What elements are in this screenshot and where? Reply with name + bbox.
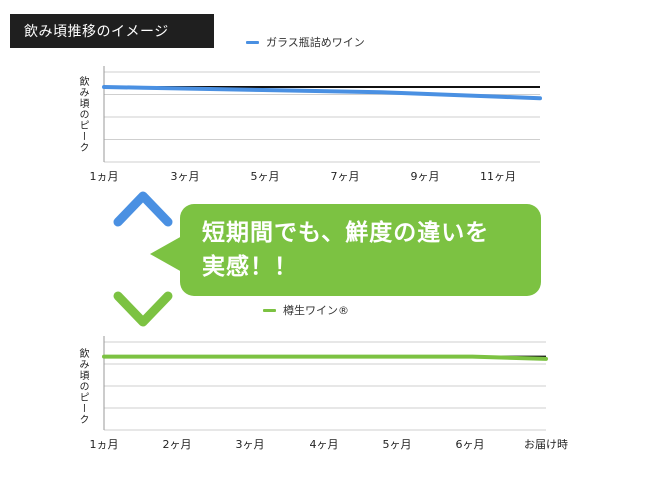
- x-tick-label: 5ヶ月: [383, 438, 412, 451]
- x-tick-label: 5ヶ月: [251, 170, 280, 183]
- x-tick-label: 6ヶ月: [456, 438, 485, 451]
- x-tick-label: お届け時: [524, 438, 568, 451]
- callout-line-1: 短期間でも、鮮度の違いを: [202, 220, 490, 246]
- x-tick-label: 9ヶ月: [411, 170, 440, 183]
- chart-glass: 1ヵ月 3ヶ月 5ヶ月 7ヶ月 9ヶ月 11ヶ月: [90, 66, 542, 183]
- legend-keg: 樽生ワイン®: [263, 302, 349, 318]
- series-line-glass: [102, 85, 542, 101]
- callout-line-2: 実感！！: [202, 254, 298, 280]
- y-axis-label-bottom: 飲み頃のピーク: [77, 348, 88, 425]
- series-line-keg: [102, 354, 548, 361]
- x-tick-label: 1ヵ月: [90, 438, 119, 451]
- x-tick-label: 3ヶ月: [171, 170, 200, 183]
- x-tick-label: 4ヶ月: [310, 438, 339, 451]
- callout-tail: [150, 236, 182, 272]
- x-tick-label: 2ヶ月: [163, 438, 192, 451]
- x-tick-label: 3ヶ月: [236, 438, 265, 451]
- y-axis-label-top: 飲み頃のピーク: [77, 76, 88, 153]
- x-tick-label: 7ヶ月: [331, 170, 360, 183]
- legend-label-glass: ガラス瓶詰めワイン: [266, 36, 365, 49]
- chart-keg: 1ヵ月 2ヶ月 3ヶ月 4ヶ月 5ヶ月 6ヶ月 お届け時: [90, 336, 568, 451]
- double-arrow-icon: [113, 191, 173, 327]
- x-tick-label: 11ヶ月: [480, 170, 516, 183]
- legend-swatch-glass: [246, 40, 259, 44]
- x-tick-label: 1ヵ月: [90, 170, 119, 183]
- legend-glass: ガラス瓶詰めワイン: [246, 34, 365, 50]
- legend-swatch-keg: [263, 308, 276, 312]
- page-title: 飲み頃推移のイメージ: [10, 14, 214, 48]
- callout-bubble: 短期間でも、鮮度の違いを 実感！！: [180, 204, 541, 296]
- legend-label-keg: 樽生ワイン®: [283, 304, 349, 317]
